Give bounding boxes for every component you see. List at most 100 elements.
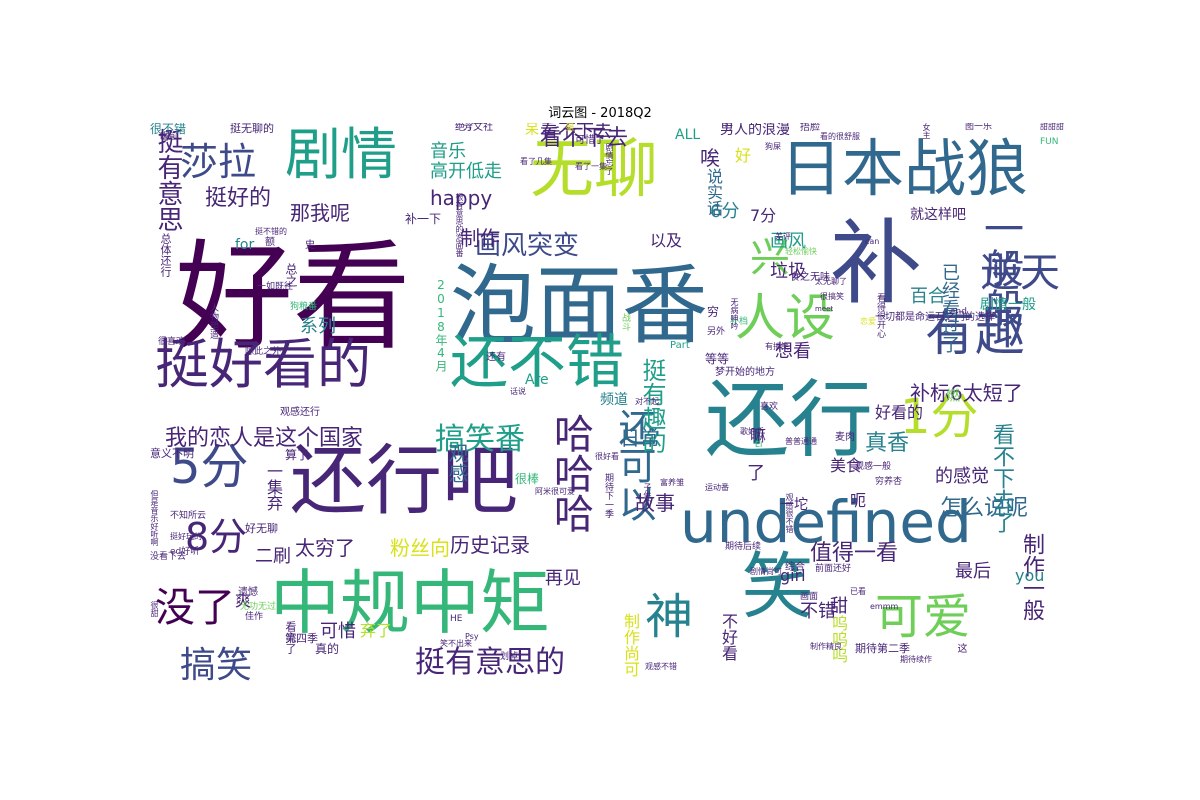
word-cloud-word: 挺好的: [205, 186, 272, 211]
word-cloud-word: 挺有意思: [153, 128, 183, 232]
word-cloud-word: 狗粮番: [290, 302, 318, 312]
word-cloud-word: 佳作: [245, 612, 264, 622]
word-cloud-word: 算了: [285, 448, 310, 462]
word-cloud-word: 没了: [155, 585, 235, 631]
word-cloud-word: 阿米很可爱: [535, 487, 575, 496]
word-cloud-word: 还可以: [612, 408, 656, 522]
word-cloud-word: 真的: [315, 642, 340, 656]
word-cloud-word: ed好听: [170, 547, 200, 557]
word-cloud-word: meet: [815, 305, 834, 313]
word-cloud-word: EI: [755, 440, 763, 449]
word-cloud-word: 制作: [460, 226, 500, 250]
word-cloud-word: 真香: [865, 431, 910, 456]
word-cloud-word: 综合: [785, 562, 805, 573]
word-cloud-word: 6分: [710, 201, 740, 222]
word-cloud-word: 挺好看的: [155, 333, 371, 396]
word-cloud-word: 恋爱: [860, 317, 876, 326]
word-cloud-word: 很不错: [150, 123, 187, 136]
word-cloud-word: 剧情忘了: [605, 143, 614, 175]
word-cloud-word: 历史记录: [450, 533, 530, 557]
word-cloud-word: 挺有意思的: [415, 645, 565, 680]
word-cloud-word: 好看的: [875, 403, 924, 422]
word-cloud-word: 想看: [775, 341, 811, 362]
word-cloud-word: happy: [430, 186, 493, 210]
word-cloud-word: 看的很舒服: [820, 132, 860, 141]
word-cloud-word: 意义不明: [150, 447, 194, 460]
word-cloud-word: 好无聊: [245, 522, 278, 535]
word-cloud-word: 运动番: [705, 483, 729, 492]
word-cloud-word: 作画: [160, 132, 176, 141]
word-cloud-word: 星: [565, 123, 575, 133]
word-cloud-word: 音乐: [430, 141, 466, 162]
word-cloud-word: 8分: [185, 515, 248, 559]
word-cloud-word: 穷养杏: [875, 477, 903, 487]
word-cloud-word: 剧情一般: [980, 297, 1036, 313]
word-cloud-word: 制作尚可: [621, 613, 640, 677]
word-cloud-word: 期待下一季: [603, 473, 613, 518]
word-cloud-word: 可惜了: [575, 135, 605, 146]
word-cloud-word: 以及: [650, 231, 683, 250]
word-cloud-word: FUN: [1040, 137, 1059, 147]
word-cloud-word: 不知所云: [170, 511, 207, 521]
word-cloud-word: 还不错: [450, 328, 625, 396]
word-cloud-word: 弃了: [360, 621, 393, 640]
word-cloud-word: 好: [735, 146, 752, 165]
word-cloud-word: 爽: [235, 591, 252, 610]
word-cloud-word: 观感一般: [855, 462, 892, 472]
word-cloud-word: ALL: [675, 127, 701, 143]
word-cloud-word: 这: [955, 643, 966, 653]
word-cloud-word: 前面还好: [815, 564, 852, 574]
word-cloud-word: 捂脸: [800, 123, 820, 133]
word-cloud-word: 7分: [750, 206, 777, 225]
word-cloud-word: 日常: [620, 426, 660, 450]
word-cloud-word: 一坨: [780, 497, 808, 513]
word-cloud-word: 制作精良: [810, 642, 842, 651]
word-cloud-word: 粉丝向: [390, 536, 450, 560]
word-cloud-word: 除此之外: [245, 347, 282, 357]
word-cloud-word: 很好看: [595, 452, 619, 461]
word-cloud-word: 还行吧: [290, 436, 518, 525]
word-cloud-word: 笑不出来: [440, 639, 472, 648]
word-cloud-word: 补一下: [405, 212, 442, 226]
word-cloud-word: 逆天: [980, 250, 1060, 296]
word-cloud-word: 有趣: [925, 304, 1025, 362]
word-cloud-word: 人物塑造: [208, 303, 218, 339]
word-cloud-word: 系列: [300, 316, 336, 337]
word-cloud-word: 1分: [900, 389, 979, 445]
word-cloud-word: 行: [725, 123, 733, 131]
word-cloud-word: 2018年4月: [434, 278, 448, 372]
word-cloud-word: 怎么说呢: [940, 496, 1029, 521]
word-cloud-word: 值得一看: [810, 541, 899, 566]
word-cloud-word: 了: [747, 463, 765, 484]
word-cloud-word: 故事: [635, 491, 675, 515]
word-cloud-word: 很喜欢: [158, 337, 186, 347]
word-cloud-word: you: [1015, 566, 1045, 585]
word-cloud-word: 差评: [775, 232, 791, 241]
word-cloud-word: 频道: [600, 392, 628, 408]
word-cloud-word: 挺好玩的: [170, 532, 202, 541]
word-cloud-word: 男人的浪漫: [720, 123, 790, 138]
word-cloud-word: 期待续作: [900, 655, 932, 664]
word-cloud-word: 唉: [700, 146, 720, 170]
word-cloud-word: Are: [525, 372, 549, 388]
word-cloud-word: 说实话: [704, 168, 723, 216]
word-cloud-word: 我的恋人是这个国家: [165, 426, 364, 451]
word-cloud-word: 麦肉: [835, 432, 855, 443]
word-cloud-word: 一切都是命运石之门的选择: [875, 312, 995, 323]
word-cloud-word: 百合: [910, 286, 946, 307]
word-cloud-word: 甜: [830, 596, 848, 617]
word-cloud-word: 很棒: [515, 472, 540, 486]
word-cloud-word: 剧情尚可: [750, 567, 782, 576]
word-cloud-word: 那我呢: [290, 201, 350, 225]
word-cloud-word: 可爱: [875, 589, 972, 645]
word-cloud-word: 但是音乐好听啊: [150, 490, 159, 546]
word-cloud: 好看 泡面番 补还行 还行吧 中规中矩 无聊 日本战狼 剧情 undefined 还不错 挺好看的笑…: [150, 123, 1068, 685]
word-cloud-word: 还有: [486, 352, 506, 363]
word-cloud-word: 有搞笑: [765, 342, 789, 351]
word-cloud-word: 观感很不错: [785, 493, 794, 533]
word-cloud-word: 美食: [830, 456, 863, 475]
word-cloud-word: 轻松愉快: [785, 247, 817, 256]
word-cloud-word: 甜甜甜: [1040, 123, 1064, 131]
word-cloud-word: 食之无味: [790, 272, 830, 283]
word-cloud-word: 观感: [445, 443, 469, 483]
